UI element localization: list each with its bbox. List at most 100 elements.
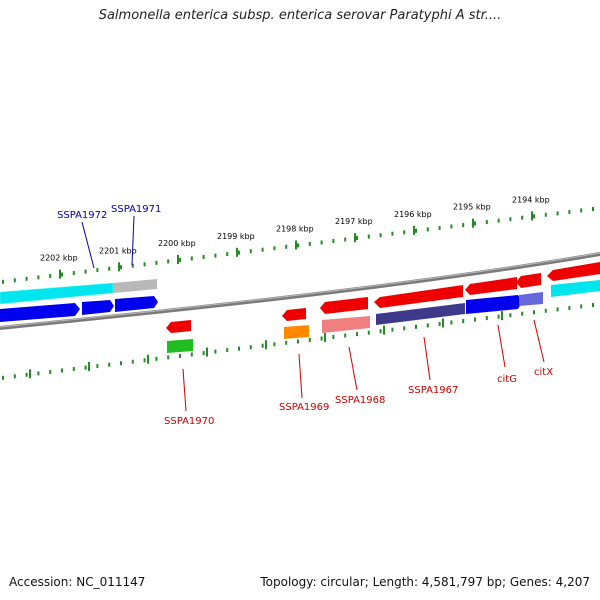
gene-label-sspa1967[interactable]: SSPA1967 <box>408 385 458 396</box>
inner-minor-tick <box>13 374 16 379</box>
gene-label-sspa1969[interactable]: SSPA1969 <box>279 402 329 413</box>
inner-minor-tick <box>143 358 146 363</box>
outer-minor-tick <box>37 275 40 280</box>
inner-minor-tick <box>214 349 217 354</box>
feature-cyan-left[interactable] <box>0 282 114 305</box>
gene-label-citg[interactable]: citG <box>497 374 517 385</box>
major-tick-2196 <box>413 225 415 235</box>
gene-blue-5[interactable] <box>519 292 543 306</box>
outer-minor-tick <box>120 265 122 270</box>
gene-sspa1972[interactable] <box>0 303 80 322</box>
outer-minor-tick <box>426 227 429 232</box>
inner-minor-tick <box>155 356 158 361</box>
inner-minor-tick <box>474 317 476 322</box>
feature-track-blue <box>0 292 543 322</box>
inner-minor-tick <box>403 326 406 331</box>
feature-grey[interactable] <box>113 279 157 293</box>
leader-sspa1972 <box>81 221 95 269</box>
gene-blue-4[interactable] <box>466 295 522 314</box>
feature-slate[interactable] <box>376 303 465 325</box>
inner-minor-tick <box>415 324 417 329</box>
inner-minor-tick <box>580 304 583 309</box>
feature-track-top <box>0 279 600 305</box>
gene-citg[interactable] <box>465 277 517 295</box>
leader-sspa1971 <box>131 215 135 266</box>
outer-minor-tick <box>521 215 524 220</box>
gene-sspa1971[interactable] <box>82 300 114 315</box>
tick-label-2198: 2198 kbp <box>276 225 314 234</box>
outer-minor-tick <box>367 234 370 239</box>
feature-pink[interactable] <box>322 316 370 333</box>
inner-minor-tick <box>568 305 571 310</box>
outer-minor-tick <box>497 218 500 223</box>
outer-minor-tick <box>249 249 252 254</box>
inner-minor-tick <box>297 339 299 344</box>
outer-minor-tick <box>285 244 288 249</box>
leader-sspa1970 <box>182 368 187 412</box>
tick-label-2195: 2195 kbp <box>453 203 491 212</box>
inner-major-tick-2198 <box>265 340 267 350</box>
outer-minor-tick <box>84 269 87 274</box>
inner-minor-tick <box>273 342 276 347</box>
inner-minor-tick <box>2 375 4 380</box>
inner-minor-tick <box>533 310 535 315</box>
outer-minor-tick <box>179 257 181 262</box>
gene-blue-3[interactable] <box>115 296 158 312</box>
leader-sspa1968 <box>348 346 358 391</box>
major-tick-2198 <box>295 240 297 250</box>
outer-minor-tick <box>190 256 193 261</box>
tick-label-2197: 2197 kbp <box>335 217 373 226</box>
gene-sspa1970[interactable] <box>166 320 191 333</box>
outer-minor-tick <box>131 263 134 268</box>
major-tick-2197 <box>354 233 356 243</box>
outer-minor-tick <box>403 230 406 235</box>
feature-green[interactable] <box>167 339 193 353</box>
outer-minor-tick <box>226 252 229 257</box>
feature-track-red <box>166 262 600 333</box>
inner-major-tick-2194 <box>501 311 503 321</box>
outer-tick-row <box>2 207 594 284</box>
outer-minor-tick <box>72 271 75 275</box>
gene-citx[interactable] <box>516 273 541 288</box>
inner-minor-tick <box>238 346 240 351</box>
outer-minor-tick <box>544 212 547 217</box>
inner-minor-tick <box>379 329 382 334</box>
gene-sspa1969[interactable] <box>282 308 306 321</box>
inner-minor-tick <box>249 345 252 350</box>
inner-minor-tick <box>438 321 441 326</box>
gene-sspa1968[interactable] <box>320 297 368 314</box>
inner-minor-tick <box>308 337 311 342</box>
inner-minor-tick <box>190 352 193 357</box>
outer-minor-tick <box>344 237 347 242</box>
inner-minor-tick <box>72 367 75 371</box>
gene-label-sspa1968[interactable]: SSPA1968 <box>335 395 385 406</box>
inner-minor-tick <box>179 353 181 358</box>
outer-minor-tick <box>61 272 63 277</box>
tick-label-2201: 2201 kbp <box>99 246 137 255</box>
inner-minor-tick <box>25 372 28 377</box>
feature-cyan-right[interactable] <box>551 280 600 297</box>
gene-label-citx[interactable]: citX <box>534 367 553 378</box>
gene-label-sspa1972[interactable]: SSPA1972 <box>57 210 107 221</box>
tick-label-2194: 2194 kbp <box>512 195 550 204</box>
outer-minor-tick <box>450 224 453 229</box>
tick-label-2202: 2202 kbp <box>40 254 78 263</box>
gene-sspa1967[interactable] <box>374 285 463 308</box>
outer-minor-tick <box>415 228 417 233</box>
map-title: Salmonella enterica subsp. enterica sero… <box>98 8 502 23</box>
feature-orange[interactable] <box>284 325 309 339</box>
outer-minor-tick <box>202 255 205 259</box>
outer-minor-tick <box>485 220 488 225</box>
outer-minor-tick <box>214 253 217 258</box>
outer-minor-tick <box>438 225 441 230</box>
gene-label-sspa1971[interactable]: SSPA1971 <box>111 204 161 215</box>
inner-minor-tick <box>167 355 170 360</box>
gene-red-right[interactable] <box>547 262 600 281</box>
outer-minor-tick <box>167 259 170 264</box>
genome-backbone-highlight <box>0 252 600 328</box>
outer-minor-tick <box>320 240 323 245</box>
inner-major-tick-2197 <box>324 332 326 342</box>
gene-label-sspa1970[interactable]: SSPA1970 <box>164 416 214 427</box>
outer-minor-tick <box>379 233 382 238</box>
